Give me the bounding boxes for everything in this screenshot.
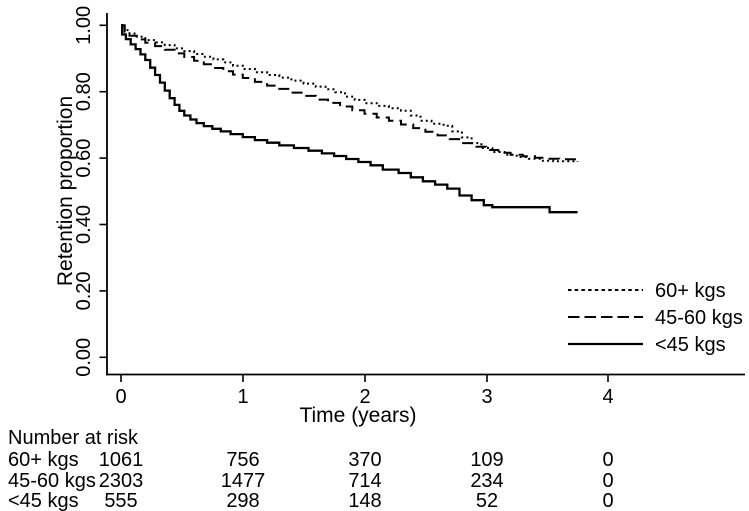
x-tick-label: 0	[115, 386, 126, 408]
x-axis-title: Time (years)	[299, 404, 416, 427]
x-tick-label: 3	[481, 386, 492, 408]
y-tick-label: 0.20	[73, 271, 95, 310]
x-tick-label: 2	[359, 386, 370, 408]
y-axis-ticks	[99, 24, 107, 359]
y-tick-label: 1.00	[73, 6, 95, 45]
survival-curves	[121, 24, 583, 214]
y-axis-title: Retention proportion	[54, 96, 77, 286]
curve-60plus-kgs	[121, 24, 579, 163]
x-tick-labels: 0 1 2 3 4	[115, 386, 613, 408]
y-tick-labels: 0.00 0.20 0.40 0.60 0.80 1.00	[73, 6, 95, 377]
curve-under45-kgs	[121, 24, 578, 214]
y-tick-label: 0.80	[73, 72, 95, 111]
y-tick-label: 0.60	[73, 139, 95, 178]
y-tick-label: 0.00	[73, 338, 95, 377]
x-axis-ticks	[120, 374, 609, 382]
legend-label-under45: <45 kgs	[655, 334, 726, 356]
legend-label-45-60: 45-60 kgs	[655, 307, 743, 329]
legend-label-60plus: 60+ kgs	[655, 280, 726, 302]
curve-45-60-kgs	[121, 24, 583, 161]
y-tick-label: 0.40	[73, 205, 95, 244]
x-tick-label: 4	[602, 386, 613, 408]
x-tick-label: 1	[237, 386, 248, 408]
legend: 60+ kgs 45-60 kgs <45 kgs	[568, 280, 743, 356]
